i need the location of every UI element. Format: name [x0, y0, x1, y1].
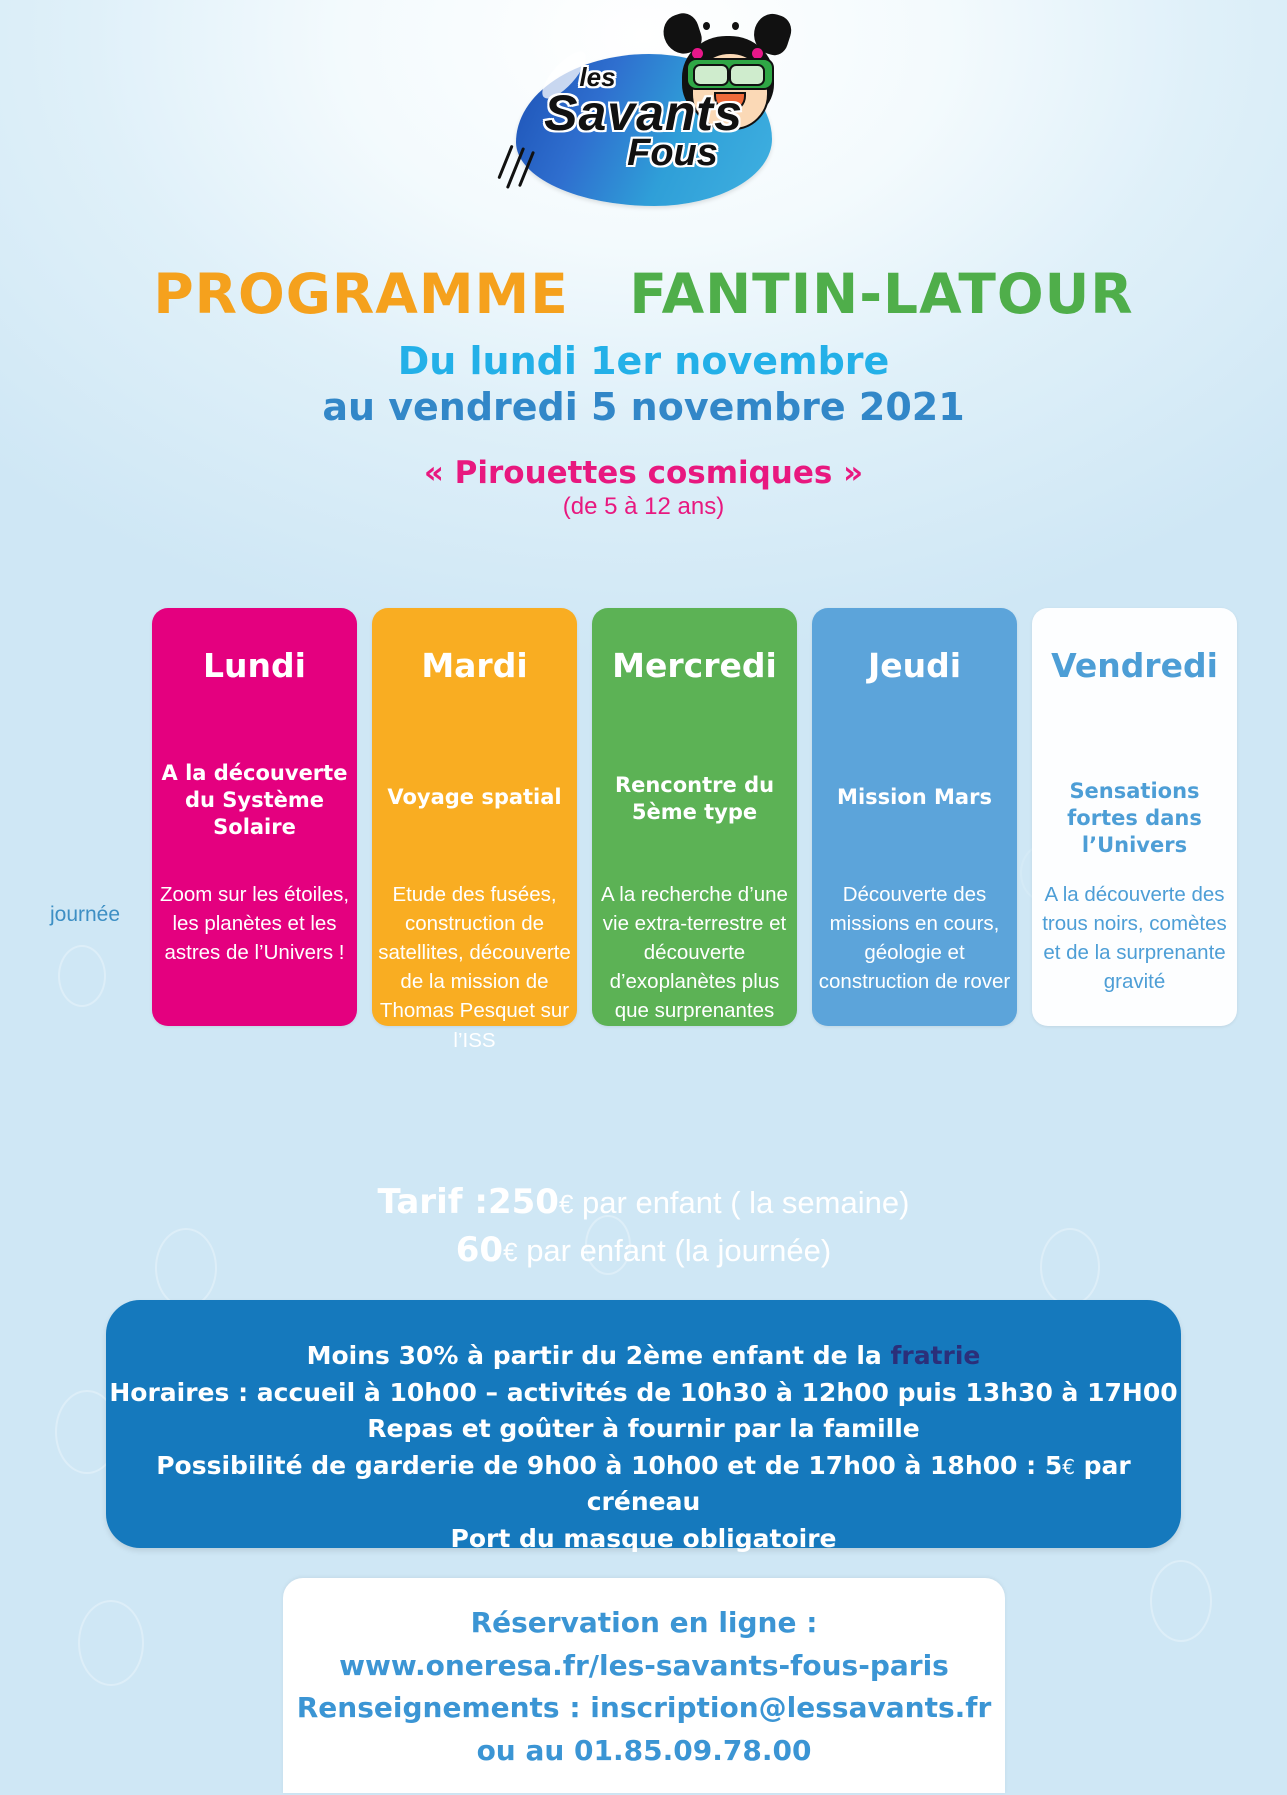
- euro-icon: €: [558, 1189, 574, 1219]
- pricing-block: Tarif :250€ par enfant ( la semaine) 60€…: [0, 1178, 1287, 1275]
- day-topic: Voyage spatial: [387, 785, 562, 809]
- title-program: PROGRAMME: [153, 262, 569, 326]
- conditions-box: Moins 30% à partir du 2ème enfant de la …: [106, 1300, 1181, 1553]
- page-title: PROGRAMME FANTIN-LATOUR: [0, 262, 1287, 326]
- date-range: Du lundi 1er novembre au vendredi 5 nove…: [0, 338, 1287, 431]
- tarif-label: Tarif :: [377, 1182, 488, 1222]
- price-day-amount: 60: [455, 1230, 504, 1271]
- day-name: Mardi: [421, 646, 528, 685]
- mascot-eye-left: [702, 22, 710, 30]
- day-description: Zoom sur les étoiles, les planètes et le…: [159, 883, 350, 965]
- condition-discount-accent: fratrie: [890, 1341, 981, 1370]
- euro-icon: €: [1062, 1454, 1075, 1479]
- logo-word-les: les: [579, 62, 616, 92]
- mascot-lens-right: [728, 64, 765, 86]
- euro-icon: €: [503, 1237, 518, 1268]
- condition-daycare-suffix: par créneau: [586, 1450, 1131, 1517]
- reservation-heading: Réservation en ligne :: [470, 1606, 818, 1639]
- day-column-mardi[interactable]: Mardi Voyage spatial Etude des fusées, c…: [372, 608, 577, 1052]
- reservation-phone[interactable]: ou au 01.85.09.78.00: [476, 1733, 812, 1767]
- brand-logo: les Savants Fous: [0, 9, 1287, 242]
- day-description: Etude des fusées, construction de satell…: [378, 883, 571, 1052]
- date-line-end: au vendredi 5 novembre 2021: [322, 385, 965, 430]
- condition-daycare: Possibilité de garderie de 9h00 à 10h00 …: [106, 1448, 1181, 1521]
- reservation-url[interactable]: www.oneresa.fr/les-savants-fous-paris: [339, 1648, 949, 1682]
- condition-meals: Repas et goûter à fournir par la famille: [367, 1414, 920, 1443]
- condition-daycare-text: Possibilité de garderie de 9h00 à 10h00 …: [156, 1450, 1063, 1480]
- decorative-bubble: [78, 1600, 144, 1686]
- mascot-goggles-icon: [685, 58, 774, 90]
- price-day-line: 60€ par enfant (la journée): [0, 1226, 1287, 1274]
- condition-discount-text: Moins 30% à partir du 2ème enfant de la: [306, 1341, 891, 1370]
- condition-mask: Port du masque obligatoire: [450, 1523, 837, 1553]
- mascot-face-icon: [658, 9, 795, 134]
- logo-word-fous: Fous: [627, 131, 718, 174]
- price-week-text: par enfant ( la semaine): [582, 1185, 910, 1220]
- day-name: Lundi: [203, 646, 306, 685]
- mascot-hairtie-right: [751, 48, 763, 59]
- day-name: Vendredi: [1051, 646, 1218, 685]
- decorative-bubble: [58, 945, 106, 1007]
- day-name: Jeudi: [867, 646, 962, 685]
- condition-discount: Moins 30% à partir du 2ème enfant de la …: [106, 1338, 1181, 1375]
- day-description: A la recherche d’une vie extra-terrestre…: [601, 883, 788, 1023]
- price-week-line: Tarif :250€ par enfant ( la semaine): [0, 1178, 1287, 1226]
- day-description: A la découverte des trous noirs, comètes…: [1042, 883, 1227, 994]
- theme-block: « Pirouettes cosmiques » (de 5 à 12 ans): [0, 455, 1287, 521]
- day-description: Découverte des missions en cours, géolog…: [818, 883, 1011, 994]
- day-topic: Sensations fortes dans l’Univers: [1067, 779, 1202, 857]
- day-topic: A la découverte du Système Solaire: [161, 761, 348, 839]
- day-topic: Mission Mars: [837, 785, 992, 809]
- mascot-hairtie-left: [691, 48, 703, 59]
- price-day-text: par enfant (la journée): [526, 1233, 832, 1269]
- day-name: Mercredi: [612, 646, 777, 685]
- reservation-box: Réservation en ligne : www.oneresa.fr/le…: [283, 1578, 1005, 1793]
- title-location: FANTIN-LATOUR: [629, 262, 1134, 326]
- reservation-email[interactable]: Renseignements : inscription@lessavants.…: [296, 1691, 992, 1725]
- mascot-eye-right: [731, 22, 739, 30]
- weekly-schedule: Lundi A la découverte du Système Solaire…: [152, 608, 1252, 1052]
- day-column-mercredi[interactable]: Mercredi Rencontre du 5ème type A la rec…: [592, 608, 797, 1026]
- date-line-start: Du lundi 1er novembre: [397, 339, 890, 383]
- day-column-vendredi[interactable]: Vendredi Sensations fortes dans l’Univer…: [1032, 608, 1237, 1026]
- journee-side-label: journée: [49, 903, 121, 926]
- day-topic: Rencontre du 5ème type: [614, 773, 775, 824]
- day-column-jeudi[interactable]: Jeudi Mission Mars Découverte des missio…: [812, 608, 1017, 1026]
- decorative-bubble: [1150, 1560, 1212, 1642]
- logo-wordmark: les Savants Fous: [494, 64, 794, 174]
- condition-hours: Horaires : accueil à 10h00 – activités d…: [109, 1377, 1178, 1407]
- price-week-amount: 250: [487, 1182, 559, 1222]
- logo-word-savants: Savants: [544, 84, 743, 141]
- theme-title: « Pirouettes cosmiques »: [423, 455, 864, 491]
- day-column-lundi[interactable]: Lundi A la découverte du Système Solaire…: [152, 608, 357, 1026]
- theme-age-range: (de 5 à 12 ans): [562, 493, 725, 520]
- mascot-mouth: [713, 92, 746, 112]
- mascot-lens-left: [692, 64, 729, 86]
